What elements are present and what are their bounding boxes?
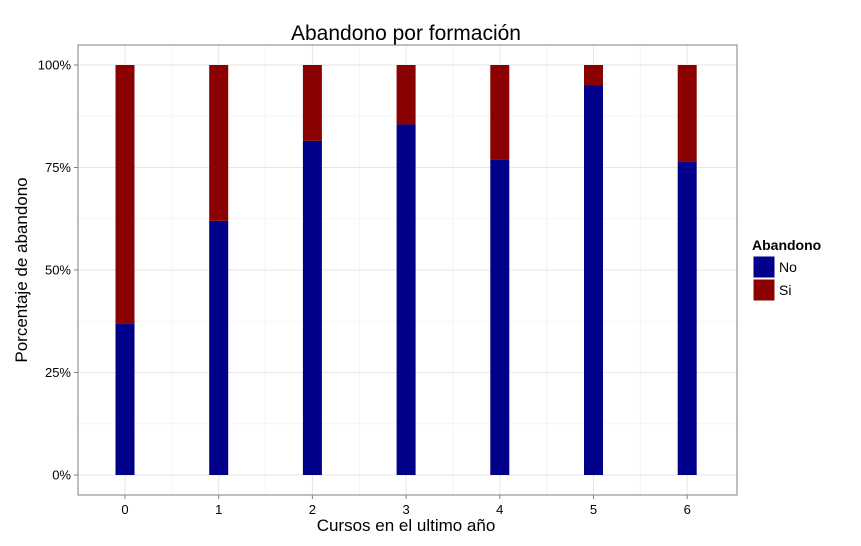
x-tick-label: 2 <box>309 502 316 517</box>
bars <box>115 65 697 476</box>
bar-no-3 <box>396 124 416 475</box>
bar-no-6 <box>677 161 697 475</box>
y-tick-label: 50% <box>45 263 71 278</box>
legend-title: Abandono <box>752 237 821 253</box>
x-tick-label: 4 <box>496 502 503 517</box>
x-tick-label: 5 <box>590 502 597 517</box>
legend-key-no <box>752 255 776 279</box>
legend: Abandono No Si <box>752 237 821 302</box>
legend-label-si: Si <box>779 282 791 298</box>
y-tick-label: 75% <box>45 160 71 175</box>
legend-label-no: No <box>779 259 797 275</box>
bar-si-6 <box>677 65 697 162</box>
bar-si-1 <box>209 65 229 221</box>
x-tick-label: 1 <box>215 502 222 517</box>
bar-si-5 <box>584 65 603 86</box>
x-tick-label: 3 <box>402 502 409 517</box>
bar-si-2 <box>302 65 322 141</box>
bar-si-3 <box>396 65 416 125</box>
y-axis-title: Porcentaje de abandono <box>12 177 31 362</box>
y-tick-label: 25% <box>45 365 71 380</box>
x-tick-label: 0 <box>121 502 128 517</box>
bar-no-0 <box>115 323 135 475</box>
bar-no-2 <box>302 140 322 475</box>
x-tick-label: 6 <box>684 502 691 517</box>
y-tick-label: 0% <box>52 468 71 483</box>
axis-ticks: 0% 25% 50% 75% 100% 0 1 2 3 4 5 6 <box>38 58 691 518</box>
chart-title: Abandono por formación <box>291 22 521 45</box>
y-tick-label: 100% <box>38 58 72 73</box>
bar-no-5 <box>584 85 603 475</box>
legend-key-si <box>752 278 776 302</box>
bar-si-0 <box>115 65 135 324</box>
bar-no-4 <box>490 159 510 476</box>
bar-si-4 <box>490 65 510 160</box>
bar-no-1 <box>209 220 229 475</box>
x-axis-title: Cursos en el ultimo año <box>317 516 496 535</box>
